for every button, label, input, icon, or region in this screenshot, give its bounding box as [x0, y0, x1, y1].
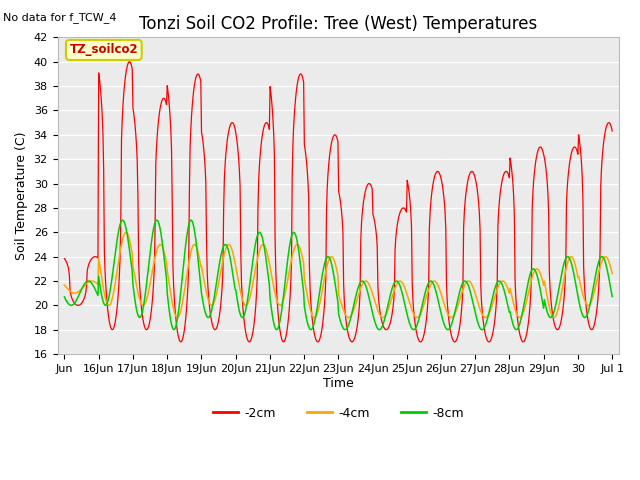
Legend: -2cm, -4cm, -8cm: -2cm, -4cm, -8cm: [208, 402, 468, 424]
Y-axis label: Soil Temperature (C): Soil Temperature (C): [15, 132, 28, 260]
X-axis label: Time: Time: [323, 377, 354, 390]
Text: No data for f_TCW_4: No data for f_TCW_4: [3, 12, 116, 23]
Text: TZ_soilco2: TZ_soilco2: [70, 43, 138, 57]
Title: Tonzi Soil CO2 Profile: Tree (West) Temperatures: Tonzi Soil CO2 Profile: Tree (West) Temp…: [139, 15, 538, 33]
